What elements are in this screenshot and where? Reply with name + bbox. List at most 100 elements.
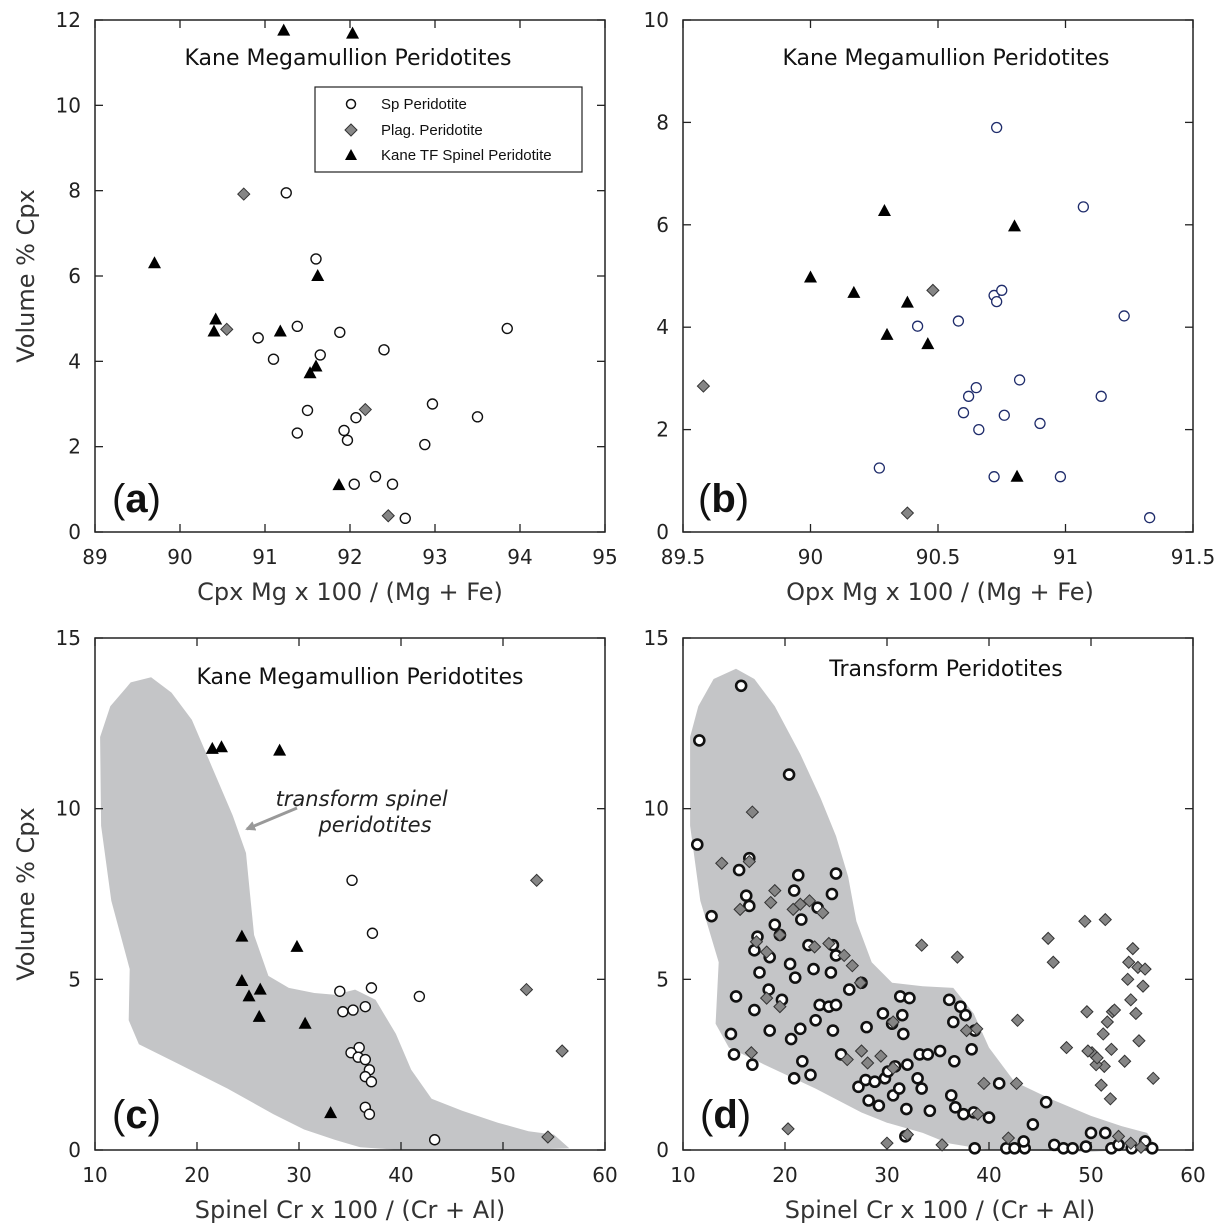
panel-a-sp-peridotite-point-8 <box>301 404 314 417</box>
panel-d-sp-peridotite-point-4 <box>705 909 718 923</box>
panel-b-sp-peridotite-point-0 <box>991 121 1003 134</box>
legend-marker-kane-tf-spinel-peridotite <box>345 149 357 160</box>
panel-b-kane-tf-spinel-peridotite-point-3 <box>847 285 861 298</box>
panel-d-sp-peridotite-point-92 <box>852 1080 865 1094</box>
panel-d-xtick-label-50: 50 <box>1078 1163 1103 1187</box>
panel-b-letter: (b) <box>698 477 749 521</box>
panel-c-title: Kane Megamullion Peridotites <box>196 665 523 690</box>
panel-d-plag-peridotite-point-28 <box>950 950 965 964</box>
panel-c-letter-close: ) <box>148 1093 161 1137</box>
panel-a-ytick-label-10: 10 <box>56 93 81 117</box>
panel-a-sp-peridotite-point-5 <box>334 326 346 339</box>
panel-c-sp-peridotite-point-3 <box>365 982 378 994</box>
panel-c-ytick-label-10: 10 <box>56 797 81 821</box>
panel-c-kane-tf-spinel-peridotite-point-1 <box>214 740 228 753</box>
panel-b-sp-peridotite-point-13 <box>973 423 985 436</box>
panel-d-sp-peridotite-point-66 <box>965 1043 978 1056</box>
panel-d-sp-peridotite-point-38 <box>796 1054 809 1068</box>
panel-a-kane-tf-spinel-peridotite-point-8 <box>303 366 317 379</box>
panel-b-sp-peridotite-point-1 <box>1077 201 1089 213</box>
panel-a-xtick-label-91: 91 <box>252 545 277 569</box>
panel-d-sp-peridotite-point-94 <box>862 1094 875 1107</box>
legend-label-sp-peridotite: Sp Peridotite <box>381 96 467 113</box>
panel-c-plag-peridotite-point-1 <box>519 982 534 997</box>
panel-d-sp-peridotite-point-17 <box>795 913 808 926</box>
panel-a-sp-peridotite-point-11 <box>341 434 354 446</box>
panel-b-sp-peridotite-point-18 <box>1054 471 1067 483</box>
panel-d-sp-peridotite-point-14 <box>783 957 797 971</box>
panel-d-letter-value: d <box>713 1093 737 1137</box>
panel-d-sp-peridotite-point-98 <box>892 1082 906 1095</box>
panel-a-kane-tf-spinel-peridotite-point-7 <box>309 359 323 372</box>
panel-c-xtick-label-10: 10 <box>82 1163 107 1187</box>
panel-b-ytick-label-0: 0 <box>656 520 669 544</box>
panel-a-kane-tf-spinel-peridotite-point-6 <box>273 324 287 337</box>
panel-d-sp-peridotite-point-61 <box>942 993 956 1007</box>
panel-d-plag-peridotite-point-60 <box>1090 1051 1104 1065</box>
panel-d-plag-peridotite-point-65 <box>1134 1140 1148 1154</box>
panel-b-xtick-label-91-5: 91.5 <box>1171 545 1216 569</box>
panel-d-sp-peridotite-point-59 <box>921 1048 935 1061</box>
panel-c-sp-peridotite-point-16 <box>363 1108 376 1120</box>
panel-d-plag-peridotite-point-9 <box>816 906 830 920</box>
panel-d-sp-peridotite-point-3 <box>690 838 704 851</box>
panel-d-sp-peridotite-point-83 <box>1066 1141 1079 1155</box>
panel-b-plag-peridotite-point-0 <box>696 379 711 393</box>
panel-c-sp-peridotite-point-17 <box>428 1134 441 1146</box>
panel-c-field-polygon <box>100 677 570 1150</box>
panel-a-letter-open: ( <box>112 477 126 521</box>
panel-d-sp-peridotite-point-32 <box>724 1027 738 1041</box>
panel-d-xtick-label-30: 30 <box>874 1163 899 1187</box>
panel-d-plag-peridotite-point-34 <box>1001 1131 1016 1145</box>
panel-c-plag-peridotite-point-3 <box>541 1130 555 1144</box>
panel-d-sp-peridotite-point-1 <box>693 734 706 747</box>
panel-b-ytick-label-10: 10 <box>644 8 669 32</box>
panel-b-sp-peridotite-point-16 <box>873 462 885 474</box>
panel-a-letter-value: a <box>125 477 148 521</box>
panel-d-plag-peridotite-point-50 <box>1146 1071 1160 1086</box>
panel-d-field <box>690 668 1158 1152</box>
panel-d-sp-peridotite-point-30 <box>748 1003 761 1017</box>
panel-b-plag-peridotite-point-2 <box>900 506 915 520</box>
panel-a-sp-peridotite-point-10 <box>338 424 350 437</box>
panel-c-sp-peridotite-point-5 <box>337 1006 349 1018</box>
panel-b-kane-tf-spinel-peridotite-point-1 <box>1008 219 1021 232</box>
panel-a-kane-tf-spinel-peridotite-point-1 <box>346 26 360 39</box>
legend-label-plag-peridotite: Plag. Peridotite <box>381 122 483 139</box>
panel-b-points <box>696 121 1156 524</box>
panel-d-plag-peridotite-point-43 <box>1138 962 1152 976</box>
panel-a-kane-tf-spinel-peridotite-point-3 <box>311 269 325 281</box>
panel-c-ticks: 10 20 30 40 50 60 0 5 10 15 <box>56 626 618 1187</box>
panel-b-sp-peridotite-point-10 <box>1013 374 1026 386</box>
panel-a-sp-peridotite-point-15 <box>419 438 431 451</box>
panel-c-xtick-label-40: 40 <box>388 1163 413 1187</box>
panel-d-sp-peridotite-point-31 <box>729 990 743 1003</box>
panel-d-sp-peridotite-point-79 <box>1017 1135 1030 1148</box>
panel-d-plag-peridotite-point-23 <box>860 1056 875 1070</box>
panel-d-sp-peridotite-point-73 <box>992 1077 1006 1090</box>
panel-a-sp-peridotite-point-18 <box>369 470 382 483</box>
panel-d-plag-peridotite-point-17 <box>759 991 774 1005</box>
panel-c-sp-peridotite-point-11 <box>359 1053 371 1066</box>
panel-d-plag-peridotite-point-70 <box>886 1061 900 1075</box>
panel-d-plag-peridotite-point-3 <box>742 854 757 869</box>
panel-d-plag-peridotite-point-49 <box>1117 1054 1132 1068</box>
panel-d-plag-peridotite-point-36 <box>1041 931 1055 946</box>
panel-d-plot-area <box>682 637 1194 1151</box>
panel-d-plag-peridotite-point-18 <box>773 999 787 1014</box>
panel-c-xtick-label-60: 60 <box>592 1163 617 1187</box>
panel-d-plag-peridotite-point-37 <box>1046 955 1060 969</box>
panel-d-sp-peridotite-point-85 <box>1084 1126 1098 1140</box>
panel-c-xtick-label-20: 20 <box>184 1163 209 1187</box>
panel-d-sp-peridotite-point-40 <box>804 1068 817 1082</box>
panel-a-sp-peridotite-point-13 <box>426 398 439 410</box>
panel-b-ytick-label-4: 4 <box>656 315 669 339</box>
panel-d-sp-peridotite-point-36 <box>784 1032 798 1046</box>
panel-b-xtick-label-91: 91 <box>1053 545 1078 569</box>
panel-a-ylabel: Volume % Cpx <box>12 189 40 363</box>
panel-a-kane-tf-spinel-peridotite-point-9 <box>332 478 346 491</box>
panel-d-sp-peridotite-point-104 <box>901 1058 914 1071</box>
panel-c-letter-value: c <box>125 1093 147 1137</box>
panel-d-plag-peridotite-point-15 <box>759 945 774 959</box>
panel-d-sp-peridotite-point-67 <box>948 1054 961 1068</box>
